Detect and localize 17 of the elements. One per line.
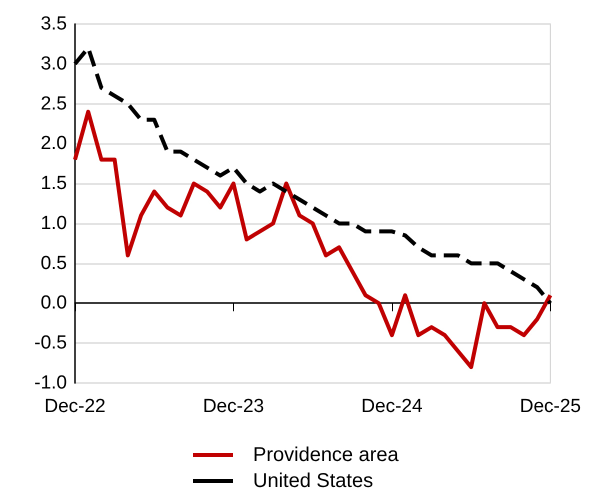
x-tick-label: Dec-25: [520, 396, 581, 417]
y-tick-label: 2.5: [40, 93, 67, 114]
x-tick-label: Dec-23: [202, 396, 264, 417]
y-tick-label: 0.0: [40, 292, 67, 314]
x-tick-label: Dec-24: [361, 396, 423, 417]
y-tick-label: 3.5: [40, 14, 67, 34]
y-tick-label: 1.5: [40, 173, 67, 194]
y-tick-label: -0.5: [34, 332, 67, 354]
y-tick-label: 1.0: [40, 212, 67, 234]
y-tick-label: 2.0: [40, 133, 67, 154]
x-tick-label: Dec-22: [44, 396, 106, 417]
line-series: [73, 110, 552, 370]
y-tick-label: 0.5: [40, 252, 67, 274]
legend-label: Providence area: [253, 444, 400, 466]
y-tick-label: 3.0: [40, 53, 67, 74]
legend-label: United States: [253, 470, 374, 492]
y-tick-label: -1.0: [34, 372, 67, 394]
